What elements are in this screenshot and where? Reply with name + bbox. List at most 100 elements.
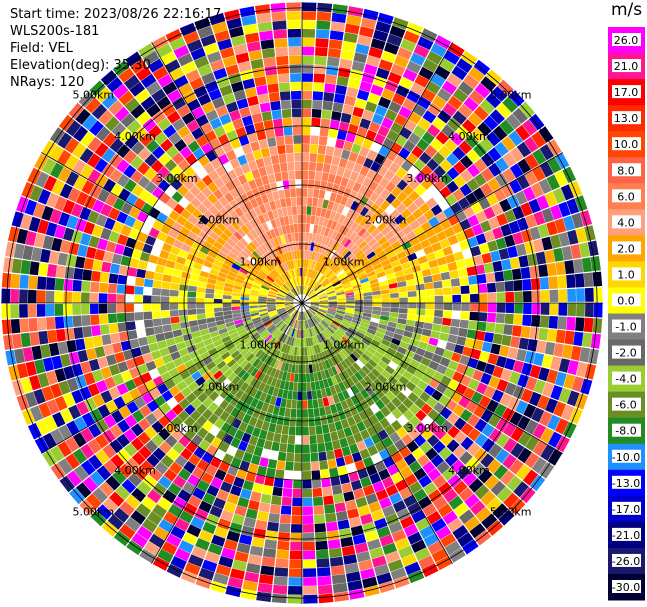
- velocity-gate: [54, 196, 67, 211]
- velocity-gate: [415, 315, 425, 322]
- velocity-gate: [230, 407, 240, 418]
- velocity-gate: [296, 418, 302, 427]
- velocity-gate: [315, 252, 321, 262]
- velocity-gate: [328, 304, 337, 307]
- velocity-gate: [427, 468, 442, 482]
- velocity-gate: [139, 548, 156, 564]
- velocity-gate: [267, 294, 277, 298]
- velocity-gate: [234, 505, 247, 517]
- velocity-gate: [314, 416, 322, 426]
- velocity-gate: [89, 80, 106, 97]
- velocity-gate: [509, 147, 524, 163]
- velocity-gate: [394, 270, 405, 278]
- velocity-gate: [285, 252, 291, 261]
- velocity-gate: [462, 346, 473, 357]
- velocity-gate: [367, 538, 382, 551]
- velocity-gate: [327, 308, 337, 312]
- velocity-gate: [288, 568, 302, 578]
- velocity-gate: [251, 314, 260, 320]
- velocity-gate: [342, 104, 354, 115]
- velocity-gate: [25, 361, 37, 377]
- velocity-gate: [328, 39, 343, 50]
- velocity-gate: [593, 303, 603, 318]
- velocity-gate: [256, 437, 266, 448]
- velocity-gate: [216, 236, 227, 246]
- velocity-gate: [166, 197, 178, 210]
- velocity-gate: [314, 180, 321, 190]
- velocity-gate: [261, 402, 270, 413]
- velocity-gate: [475, 506, 492, 523]
- velocity-gate: [240, 347, 250, 357]
- velocity-gate: [120, 202, 133, 215]
- velocity-gate: [292, 391, 298, 400]
- velocity-gate: [430, 330, 441, 339]
- velocity-gate: [343, 334, 352, 342]
- velocity-gate: [363, 303, 373, 307]
- velocity-gate: [539, 161, 554, 178]
- velocity-gate: [368, 414, 379, 426]
- colorbar-tick-label: -2.0: [615, 347, 636, 360]
- colorbar-tick-background: [612, 475, 641, 489]
- velocity-gate: [387, 464, 400, 476]
- velocity-gate: [338, 410, 347, 421]
- velocity-gate: [388, 162, 401, 174]
- velocity-gate: [407, 531, 423, 545]
- velocity-gate: [277, 351, 283, 361]
- velocity-gate: [275, 136, 285, 146]
- velocity-gate: [309, 426, 316, 436]
- velocity-gate: [108, 207, 121, 221]
- velocity-gate: [178, 303, 188, 310]
- velocity-gate: [268, 513, 280, 523]
- velocity-gate: [396, 179, 408, 191]
- velocity-gate: [307, 337, 312, 347]
- velocity-gate: [162, 274, 172, 283]
- velocity-gate: [266, 303, 276, 305]
- velocity-gate: [459, 218, 472, 231]
- velocity-gate: [547, 157, 562, 174]
- velocity-gate: [459, 183, 472, 197]
- velocity-gate: [286, 2, 301, 12]
- velocity-gate: [430, 43, 447, 58]
- velocity-gate: [19, 274, 29, 289]
- velocity-gate: [302, 364, 306, 374]
- velocity-gate: [310, 280, 317, 289]
- velocity-gate: [236, 98, 249, 110]
- velocity-gate: [152, 287, 162, 296]
- velocity-gate: [57, 132, 73, 149]
- velocity-gate: [338, 121, 350, 132]
- velocity-gate: [28, 318, 38, 332]
- velocity-gate: [516, 349, 527, 362]
- velocity-gate: [112, 83, 129, 100]
- velocity-gate: [36, 304, 46, 317]
- velocity-gate: [66, 215, 79, 230]
- velocity-gate: [299, 285, 301, 295]
- velocity-gate: [382, 542, 398, 555]
- velocity-gate: [196, 313, 206, 320]
- velocity-gate: [373, 378, 384, 388]
- velocity-gate: [278, 265, 285, 274]
- velocity-gate: [181, 271, 191, 280]
- velocity-gate: [259, 392, 268, 402]
- velocity-gate: [278, 342, 284, 352]
- velocity-gate: [311, 317, 318, 325]
- velocity-gate: [387, 375, 398, 386]
- velocity-gate: [404, 325, 415, 333]
- velocity-gate: [388, 316, 398, 323]
- velocity-gate: [129, 81, 145, 97]
- velocity-gate: [500, 470, 515, 486]
- velocity-gate: [205, 464, 218, 477]
- velocity-gate: [262, 384, 271, 394]
- velocity-gate: [407, 392, 419, 403]
- velocity-gate: [37, 219, 50, 235]
- velocity-gate: [480, 490, 496, 506]
- velocity-gate: [433, 401, 445, 414]
- velocity-gate: [90, 281, 100, 293]
- velocity-gate: [270, 285, 279, 291]
- velocity-gate: [574, 273, 585, 288]
- velocity-gate: [302, 338, 305, 347]
- velocity-gate: [321, 236, 327, 246]
- velocity-gate: [140, 372, 153, 384]
- velocity-gate: [116, 144, 131, 159]
- velocity-gate: [518, 255, 529, 268]
- velocity-gate: [231, 292, 241, 297]
